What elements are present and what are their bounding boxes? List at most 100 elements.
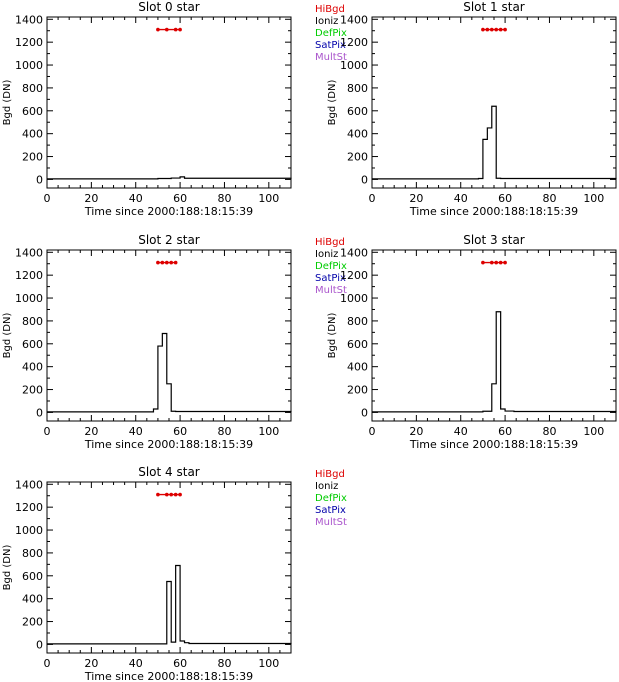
plot-frame <box>46 481 292 654</box>
hibgd-flag-point <box>481 260 485 265</box>
hibgd-flag-point <box>156 260 160 265</box>
hibgd-flag-point <box>481 27 485 32</box>
y-tick-label: 400 <box>22 128 43 141</box>
legend-entry-multst: MultSt <box>315 52 347 63</box>
hibgd-flag-point <box>164 27 169 32</box>
plot-panel-slot-4: 0 20 40 60 80 1000200400600800100012001400Slo… <box>2 465 347 682</box>
y-tick-label: 0 <box>36 638 43 651</box>
plot-panel-slot-3: 0 20 40 60 80 1000200400600800100012001400Slo… <box>327 233 617 451</box>
y-axis-label: Bgd (DN) <box>327 80 338 126</box>
x-tick-label: 20 <box>409 192 423 205</box>
y-tick-label: 400 <box>347 128 368 141</box>
plot-frame <box>46 16 292 189</box>
x-tick-label: 0 <box>369 425 376 438</box>
y-tick-label: 1400 <box>15 246 43 259</box>
plot-panel-slot-1: 0 20 40 60 80 1000200400600800100012001400Slo… <box>327 0 617 218</box>
y-tick-label: 200 <box>22 616 43 629</box>
y-tick-label: 0 <box>361 173 368 186</box>
y-tick-label: 0 <box>361 406 368 419</box>
x-tick-label: 100 <box>258 192 279 205</box>
x-tick-label: 0 <box>369 192 376 205</box>
bgd-series-line <box>372 105 617 180</box>
x-tick-label: 40 <box>129 192 143 205</box>
x-tick-label: 40 <box>454 192 468 205</box>
bgd-series-line <box>372 311 617 413</box>
x-tick-label: 100 <box>583 425 604 438</box>
x-tick-label: 20 <box>84 192 98 205</box>
y-tick-label: 800 <box>347 315 368 328</box>
x-tick-label: 100 <box>258 425 279 438</box>
hibgd-flag-point <box>178 492 182 497</box>
legend-entry-hibgd: HiBgd <box>315 4 345 15</box>
hibgd-flag-point <box>489 260 494 265</box>
y-tick-label: 800 <box>22 82 43 95</box>
hibgd-flag-point <box>489 27 494 32</box>
x-tick-label: 40 <box>129 657 143 670</box>
y-tick-label: 1400 <box>15 478 43 491</box>
plot-frame <box>371 249 617 422</box>
y-tick-label: 1000 <box>15 524 43 537</box>
y-tick-label: 1400 <box>15 13 43 26</box>
x-tick-label: 60 <box>498 425 512 438</box>
x-axis-label: Time since 2000:188:18:15:39 <box>84 438 253 451</box>
plot-frame <box>46 249 292 422</box>
bgd-series-line <box>47 564 292 645</box>
y-tick-label: 1400 <box>340 246 368 259</box>
x-tick-label: 100 <box>583 192 604 205</box>
chart-title: Slot 2 star <box>138 233 200 247</box>
y-tick-label: 800 <box>22 315 43 328</box>
y-axis-label: Bgd (DN) <box>2 80 13 126</box>
x-tick-label: 0 <box>44 657 51 670</box>
y-tick-label: 0 <box>36 406 43 419</box>
y-tick-label: 1200 <box>15 501 43 514</box>
legend-entry-ioniz: Ioniz <box>315 481 338 492</box>
y-tick-label: 1200 <box>15 269 43 282</box>
y-tick-label: 200 <box>347 384 368 397</box>
legend-entry-hibgd: HiBgd <box>315 469 345 480</box>
x-tick-label: 20 <box>84 657 98 670</box>
x-tick-label: 20 <box>409 425 423 438</box>
hibgd-flag-point <box>156 27 160 32</box>
x-tick-label: 80 <box>542 192 556 205</box>
chart-title: Slot 3 star <box>463 233 525 247</box>
plot-frame <box>371 16 617 189</box>
legend-entry-satpix: SatPix <box>315 505 346 516</box>
x-tick-label: 40 <box>129 425 143 438</box>
x-tick-label: 0 <box>44 425 51 438</box>
hibgd-flag-point <box>169 492 174 497</box>
x-tick-label: 60 <box>173 192 187 205</box>
hibgd-flag-point <box>173 27 178 32</box>
legend-entry-ioniz: Ioniz <box>315 249 338 260</box>
x-axis-label: Time since 2000:188:18:15:39 <box>84 670 253 682</box>
legend-entry-multst: MultSt <box>315 517 347 528</box>
hibgd-flag-point <box>503 27 507 32</box>
y-tick-label: 0 <box>36 173 43 186</box>
y-tick-label: 1200 <box>340 36 368 49</box>
x-tick-label: 100 <box>258 657 279 670</box>
y-tick-label: 800 <box>347 82 368 95</box>
y-tick-label: 600 <box>347 105 368 118</box>
y-tick-label: 1000 <box>340 59 368 72</box>
x-tick-label: 20 <box>84 425 98 438</box>
x-tick-label: 40 <box>454 425 468 438</box>
hibgd-flag-point <box>178 27 182 32</box>
legend-entry-defpix: DefPix <box>315 261 347 272</box>
y-tick-label: 600 <box>347 338 368 351</box>
hibgd-flag-point <box>498 260 503 265</box>
legend-entry-hibgd: HiBgd <box>315 237 345 248</box>
x-axis-label: Time since 2000:188:18:15:39 <box>409 438 578 451</box>
plot-panel-slot-2: 0 20 40 60 80 1000200400600800100012001400Slo… <box>2 233 347 451</box>
x-tick-label: 0 <box>44 192 51 205</box>
hibgd-flag-point <box>160 260 165 265</box>
y-tick-label: 400 <box>347 361 368 374</box>
y-tick-label: 600 <box>22 338 43 351</box>
legend-entry-defpix: DefPix <box>315 493 347 504</box>
y-axis-label: Bgd (DN) <box>2 545 13 591</box>
hibgd-flag-point <box>156 492 160 497</box>
legend-entry-defpix: DefPix <box>315 28 347 39</box>
y-tick-label: 1200 <box>340 269 368 282</box>
legend-entry-satpix: SatPix <box>315 40 346 51</box>
y-tick-label: 1400 <box>340 13 368 26</box>
hibgd-flag-point <box>494 260 499 265</box>
